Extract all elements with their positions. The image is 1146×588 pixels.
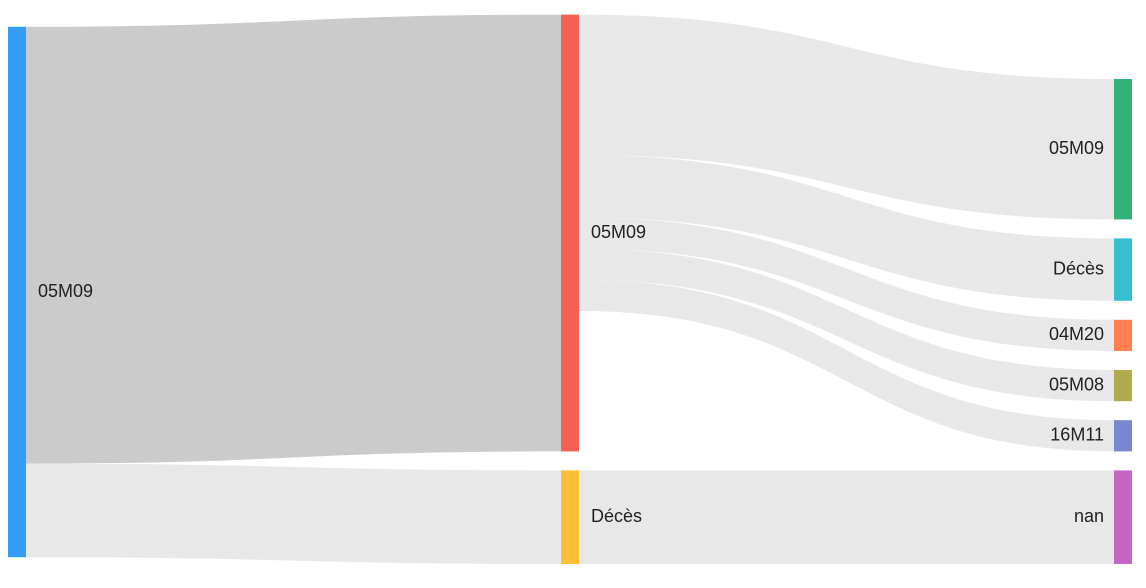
node [1114,370,1132,402]
node-label: nan [1074,506,1104,526]
node [561,14,579,452]
node-label: 05M08 [1049,374,1104,394]
node-label: 05M09 [38,281,93,301]
node-label: 05M09 [1049,138,1104,158]
node-label: Décès [1053,258,1104,278]
node-label: Décès [591,506,642,526]
link [579,470,1114,564]
node [561,470,579,564]
link [26,14,561,464]
link [579,14,1114,220]
node [1114,319,1132,351]
node-label: 16M11 [1050,425,1104,445]
link [26,463,561,564]
links [26,14,1114,564]
link [579,248,1114,402]
node [1114,470,1132,564]
node [8,26,26,558]
node [1114,79,1132,220]
node [1114,238,1132,301]
link [579,155,1114,301]
node-label: 04M20 [1049,324,1104,344]
node [1114,420,1132,452]
link [579,217,1114,351]
link [579,279,1114,452]
node-label: 05M09 [591,222,646,242]
